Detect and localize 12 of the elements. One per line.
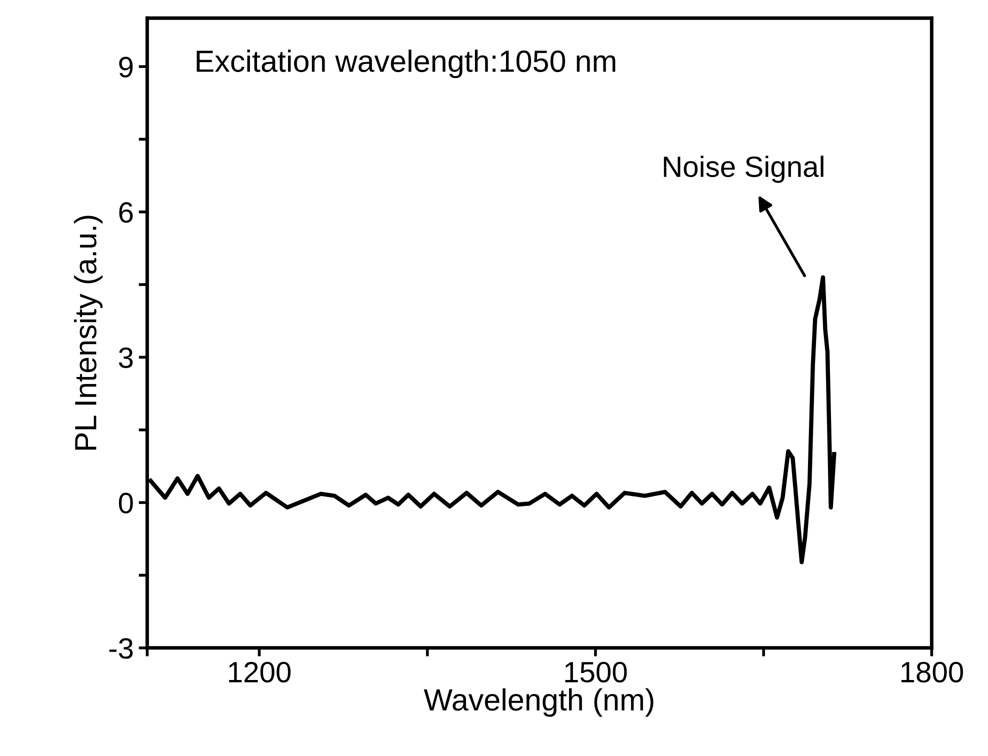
y-tick-label: 9: [119, 56, 133, 78]
y-tick-label: 6: [119, 202, 133, 223]
x-axis-title: Wavelength (nm): [424, 688, 654, 717]
x-tick-label: 1800: [901, 662, 963, 683]
y-axis-title: PL Intensity (a.u.): [74, 216, 103, 450]
x-tick-label: 1200: [229, 662, 291, 683]
y-tick-label: 0: [118, 492, 133, 514]
x-tick-label: 1500: [565, 662, 627, 683]
annotation: Noise Signal: [664, 156, 824, 183]
y-tick-label: 3: [118, 347, 133, 368]
y-tick-label: -3: [109, 638, 133, 659]
annotation: Excitation wavelength:1050 nm: [196, 50, 616, 78]
